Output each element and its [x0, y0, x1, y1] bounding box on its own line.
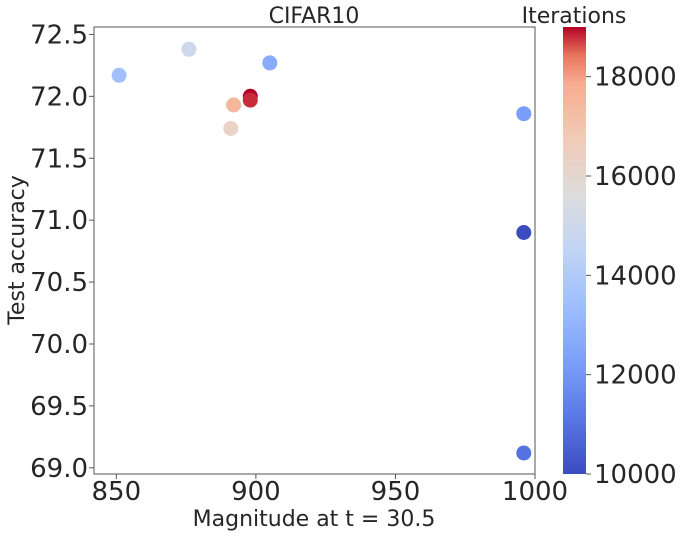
- chart-title: CIFAR10: [269, 4, 360, 29]
- y-tick-label: 72.5: [30, 20, 88, 50]
- y-axis-label: Test accuracy: [5, 175, 30, 326]
- y-tick-label: 72.0: [30, 82, 88, 112]
- y-tick-label: 70.5: [30, 268, 88, 298]
- colorbar: [563, 27, 586, 474]
- x-axis-label: Magnitude at t = 30.5: [193, 507, 436, 532]
- colorbar-tick-label: 10000: [594, 460, 677, 490]
- x-axis-ticks: 850 900 950 1000: [92, 474, 568, 507]
- y-tick-label: 69.5: [30, 392, 88, 422]
- data-point-1: [111, 67, 127, 83]
- colorbar-tick-label: 14000: [594, 261, 677, 291]
- y-tick-label: 71.5: [30, 144, 88, 174]
- y-tick-label: 70.0: [30, 330, 88, 360]
- colorbar-tick-label: 12000: [594, 361, 677, 391]
- data-point-10: [516, 445, 532, 461]
- data-point-8: [516, 106, 532, 122]
- data-point-2: [181, 41, 197, 57]
- colorbar-tick-label: 16000: [594, 162, 677, 192]
- x-tick-label: 900: [231, 477, 281, 507]
- x-tick-label: 850: [92, 477, 142, 507]
- x-tick-label: 950: [371, 477, 421, 507]
- y-tick-label: 71.0: [30, 206, 88, 236]
- colorbar-label: Iterations: [522, 4, 627, 29]
- points-layer: [111, 41, 532, 461]
- colorbar-tick-label: 18000: [594, 63, 677, 93]
- data-point-5: [242, 92, 258, 108]
- data-point-6: [226, 97, 242, 113]
- colorbar-ticks: 10000 12000 14000 16000 18000: [586, 63, 677, 490]
- data-point-9: [516, 225, 532, 240]
- data-point-3: [262, 55, 278, 71]
- x-tick-label: 1000: [502, 477, 568, 507]
- data-point-7: [223, 121, 239, 136]
- y-axis-ticks: 69.0 69.5 70.0 70.5 71.0 71.5 72.0 72.5: [30, 20, 94, 484]
- plot-frame: [93, 26, 536, 475]
- y-tick-label: 69.0: [30, 454, 88, 484]
